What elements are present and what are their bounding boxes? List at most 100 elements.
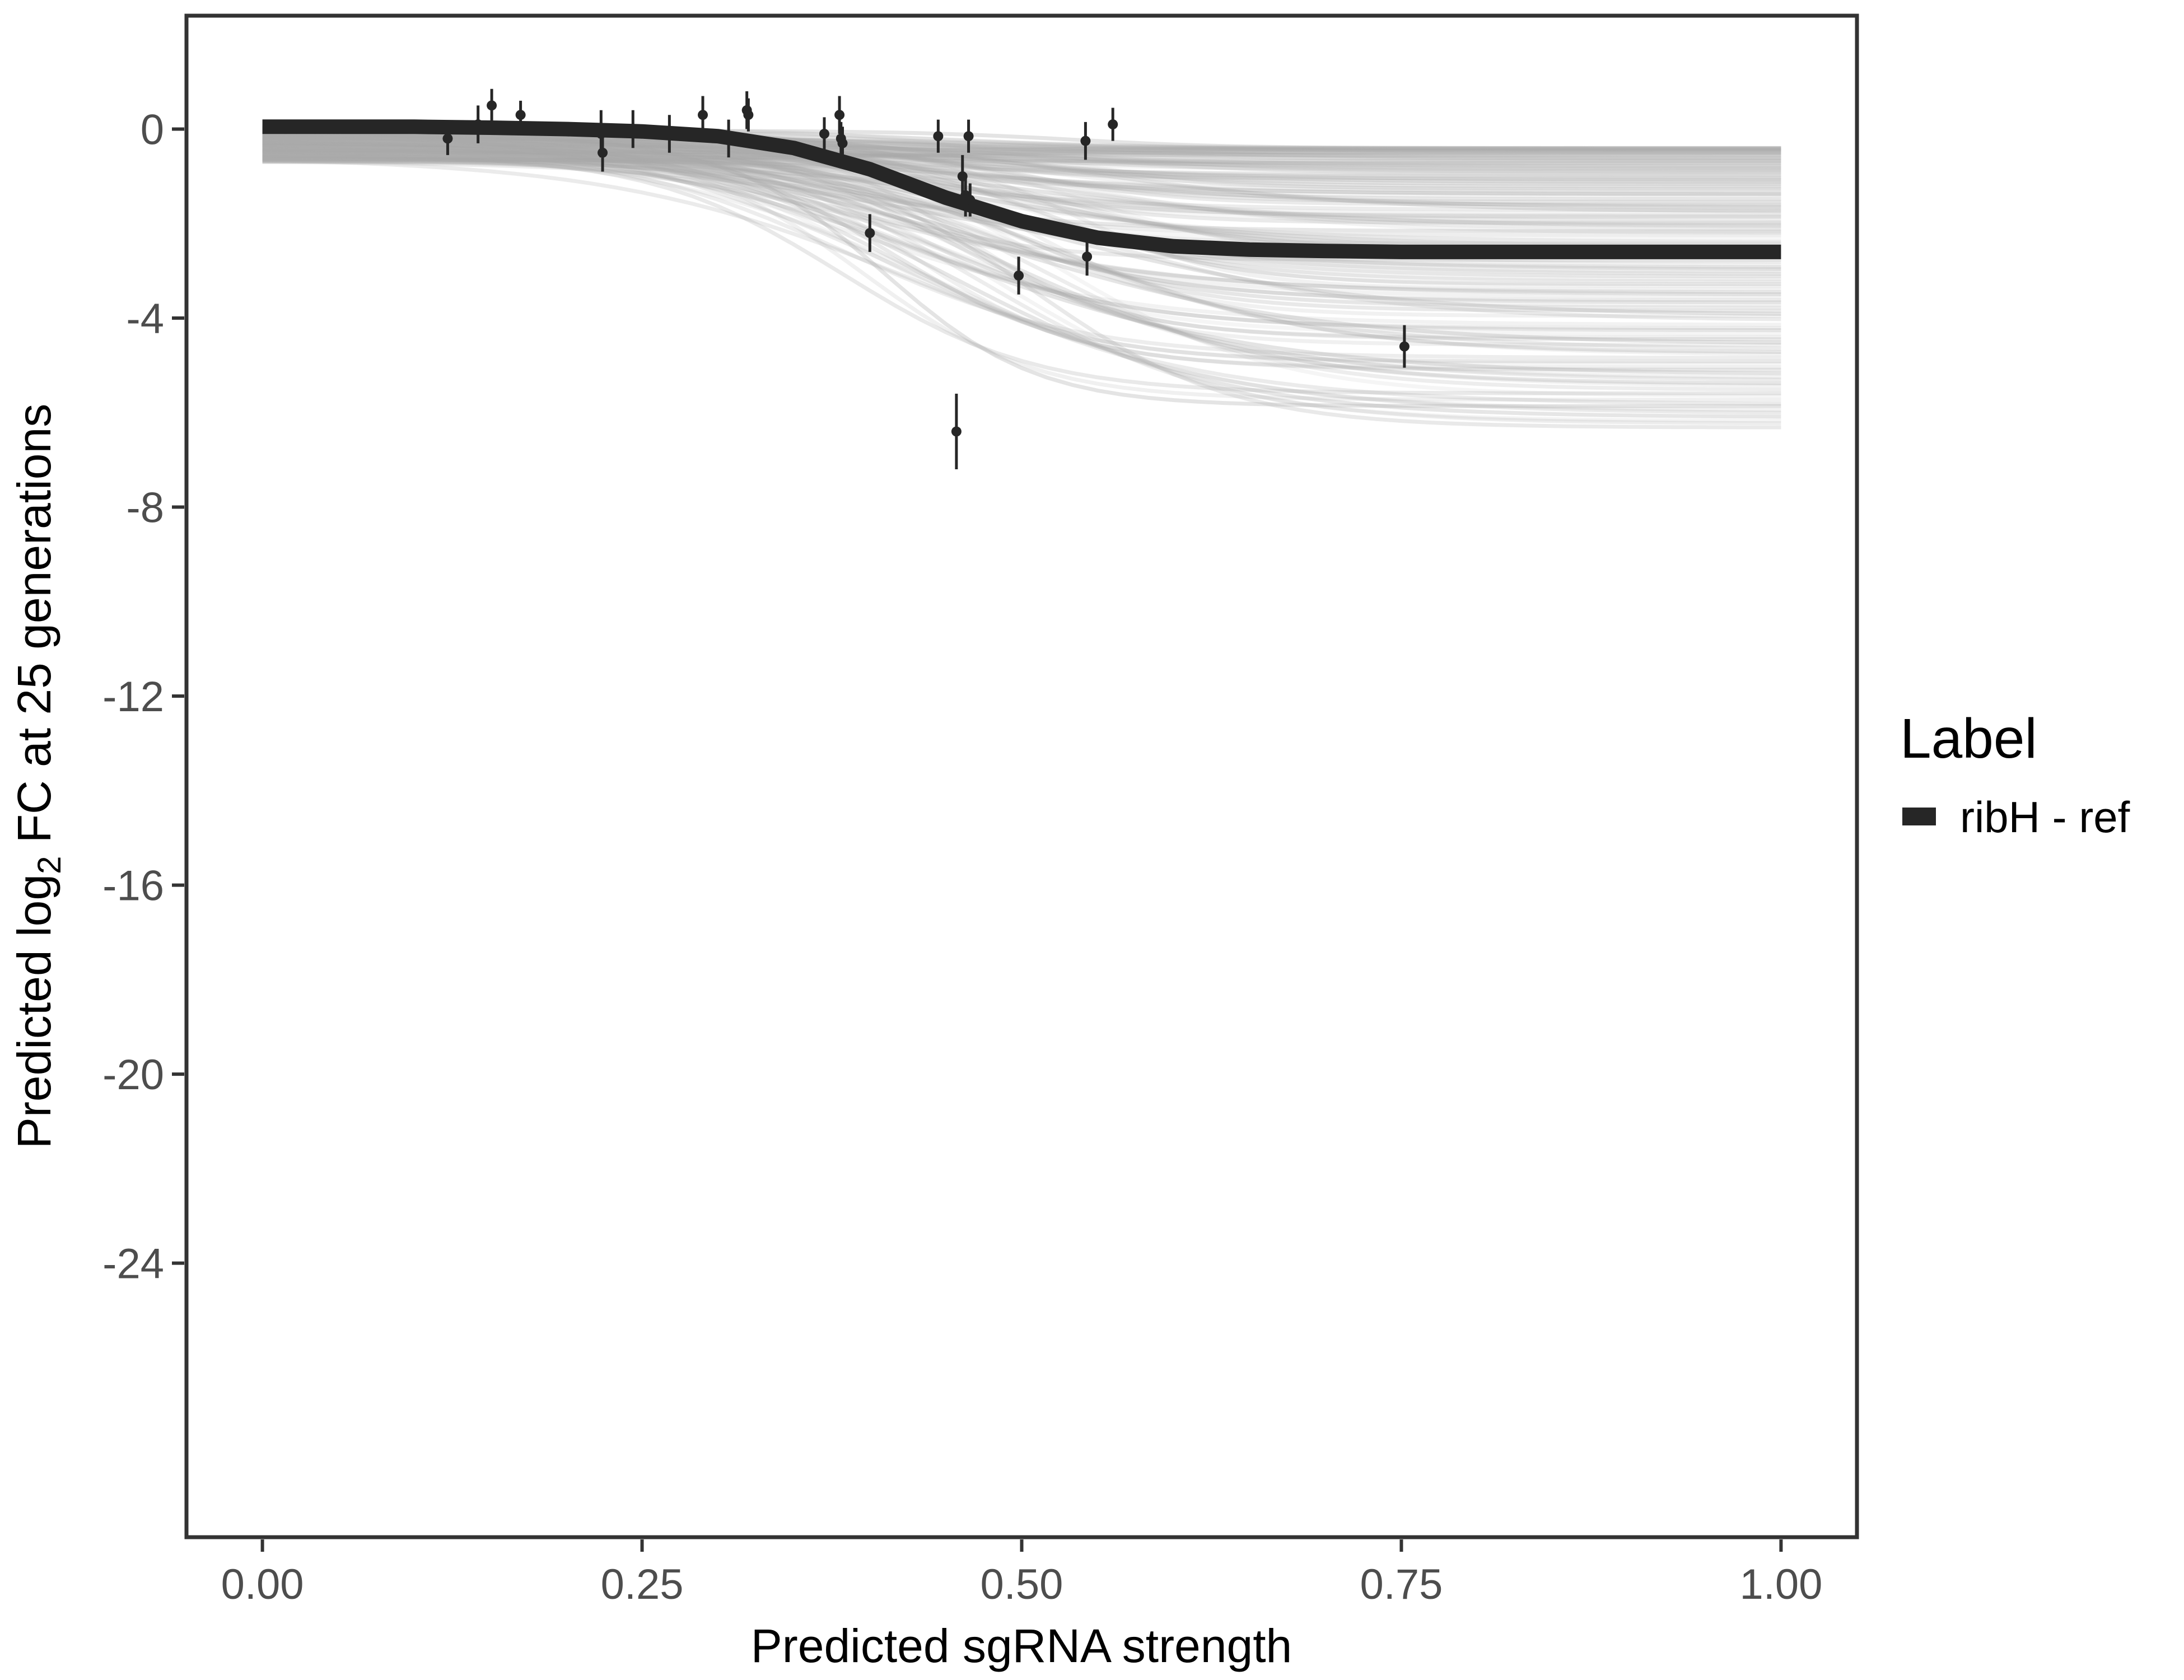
posterior-draw-line <box>262 155 1781 423</box>
posterior-draw-line <box>262 138 1781 202</box>
observation-point <box>837 138 848 148</box>
y-tick-label: 0 <box>141 106 164 154</box>
observation-point <box>698 110 708 120</box>
posterior-draw-line <box>262 144 1781 300</box>
posterior-draw-line <box>262 145 1781 221</box>
x-tick-label: 0.00 <box>221 1561 304 1608</box>
posterior-draw-line <box>262 136 1781 305</box>
y-tick-label: -24 <box>102 1240 164 1288</box>
observation-point <box>865 228 875 239</box>
posterior-draw-line <box>262 151 1781 370</box>
observation-point <box>487 100 497 111</box>
posterior-draw-line <box>262 157 1781 163</box>
x-tick-label: 1.00 <box>1739 1561 1822 1608</box>
posterior-draw-line <box>262 142 1781 176</box>
x-tick-label: 0.75 <box>1360 1561 1443 1608</box>
posterior-draw-line <box>262 143 1781 162</box>
observation-point <box>963 131 974 142</box>
posterior-draw-line <box>262 137 1781 150</box>
legend: Label ribH - ref <box>1900 707 2130 842</box>
posterior-draw-line <box>262 133 1781 382</box>
posterior-draw-line <box>262 138 1781 392</box>
y-tick-label: -20 <box>102 1051 164 1099</box>
observation-point <box>933 131 944 142</box>
posterior-draw-line <box>262 146 1781 165</box>
posterior-draw-line <box>262 152 1781 203</box>
posterior-draw-line <box>262 155 1781 195</box>
posterior-draw-line <box>262 138 1781 160</box>
posterior-draw-line <box>262 143 1781 207</box>
posterior-draw-line <box>262 150 1781 163</box>
posterior-draw-line <box>262 154 1781 168</box>
posterior-draw-line <box>262 146 1781 156</box>
legend-key <box>1902 808 1936 825</box>
posterior-draw-line <box>262 137 1781 366</box>
observation-point <box>473 119 483 130</box>
posterior-draw-line <box>262 149 1781 165</box>
y-axis-title-subscript: 2 <box>31 856 68 874</box>
y-axis-title-suffix: FC at 25 generations <box>8 404 60 856</box>
posterior-draw-line <box>262 148 1781 158</box>
posterior-draw-line <box>262 158 1781 188</box>
posterior-draw-line <box>262 133 1781 235</box>
observation-point <box>598 147 608 158</box>
posterior-draw-line <box>262 150 1781 307</box>
posterior-draw-line <box>262 154 1781 354</box>
observation-point <box>664 128 675 139</box>
x-tick-label: 0.25 <box>601 1561 684 1608</box>
y-axis: 0 -4 -8 -12 -16 -20 -24 <box>102 106 184 1288</box>
posterior-draw-line <box>262 160 1781 269</box>
posterior-draw-line <box>262 145 1781 360</box>
observation-point <box>965 195 976 206</box>
posterior-draw-line <box>262 159 1781 363</box>
posterior-draw-line <box>262 132 1781 426</box>
fitted-curve <box>262 119 1781 259</box>
posterior-draw-line <box>262 142 1781 376</box>
posterior-draw-line <box>262 134 1781 210</box>
posterior-draw-line <box>262 132 1781 169</box>
posterior-draw-line <box>262 127 1781 415</box>
observation-point <box>1014 270 1024 281</box>
posterior-draw-line <box>262 159 1781 223</box>
posterior-draw-line <box>262 147 1781 385</box>
posterior-draw-line <box>262 143 1781 336</box>
posterior-draw-line <box>262 144 1781 402</box>
posterior-draw-line <box>262 150 1781 191</box>
posterior-draw-line <box>262 153 1781 184</box>
posterior-draw-line <box>262 131 1781 356</box>
posterior-draw-line <box>262 139 1781 182</box>
observation-point <box>515 110 526 120</box>
posterior-draw-line <box>262 150 1781 227</box>
plot-panel-border <box>184 13 1859 1539</box>
posterior-draw-line <box>262 136 1781 189</box>
observation-point <box>596 128 606 139</box>
x-tick-label: 0.50 <box>981 1561 1063 1608</box>
observation-point <box>1399 341 1410 352</box>
posterior-draw-line <box>262 158 1781 302</box>
posterior-draw-line <box>262 146 1781 198</box>
posterior-draw-line <box>262 153 1781 218</box>
posterior-draw-line <box>262 146 1781 170</box>
posterior-draw-line <box>262 138 1781 327</box>
posterior-draw-line <box>262 155 1781 262</box>
posterior-draw-line <box>262 143 1781 151</box>
posterior-draw-line <box>262 152 1781 330</box>
observation-point <box>442 133 453 144</box>
y-tick-label: -12 <box>102 673 164 721</box>
y-tick-label: -4 <box>126 295 164 343</box>
posterior-draw-line <box>262 144 1781 186</box>
posterior-draw-line <box>262 133 1781 178</box>
posterior-draw-line <box>262 151 1781 174</box>
posterior-draw-line <box>262 153 1781 295</box>
posterior-draw-line <box>262 147 1781 152</box>
posterior-draw-line <box>262 136 1781 155</box>
posterior-draw-line <box>262 156 1781 177</box>
posterior-draw-line <box>262 130 1781 296</box>
observation-point <box>834 110 845 120</box>
observation-point <box>1080 136 1091 146</box>
observation-point <box>724 133 734 144</box>
y-axis-title-prefix: Predicted log <box>8 874 60 1149</box>
posterior-draw-line <box>262 136 1781 225</box>
posterior-draw-line <box>262 132 1781 197</box>
